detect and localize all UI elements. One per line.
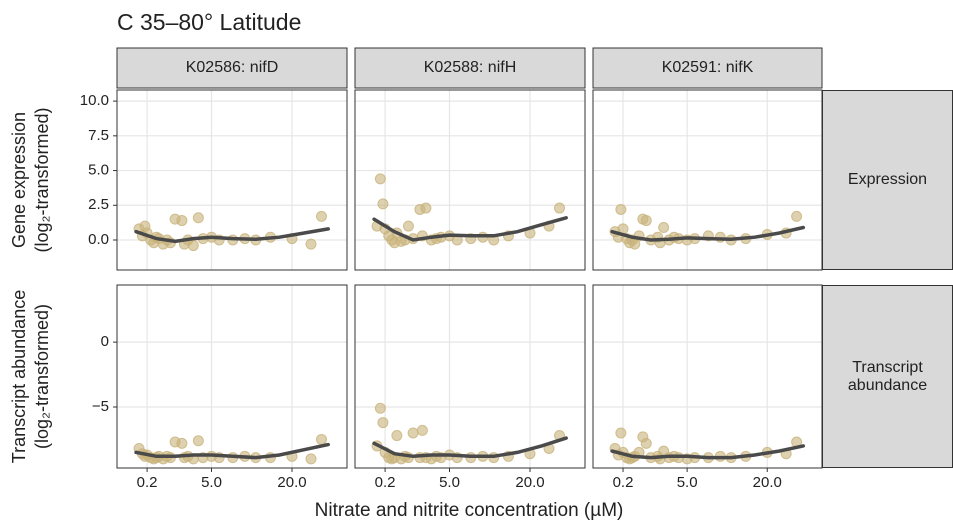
x-tick-label: 20.0 <box>515 474 544 491</box>
data-point <box>192 435 204 447</box>
data-point <box>374 173 386 185</box>
panel <box>593 285 822 468</box>
y-tick-label: 0 <box>101 333 109 350</box>
panel <box>355 285 585 468</box>
y-axis-label: Gene expression <box>9 112 29 248</box>
data-point <box>176 215 188 227</box>
data-point <box>305 238 317 250</box>
panel-background <box>593 285 822 468</box>
x-tick-label: 0.2 <box>613 474 634 491</box>
fit-line <box>134 227 330 244</box>
data-point <box>640 437 652 449</box>
data-point <box>377 417 389 429</box>
data-point <box>192 212 204 224</box>
data-point <box>553 202 565 214</box>
x-tick-label: 5.0 <box>439 474 460 491</box>
panel <box>593 90 822 270</box>
column-strip <box>592 47 823 89</box>
data-point <box>377 198 389 210</box>
data-point <box>305 453 317 465</box>
column-strip-label: K02586: nifD <box>186 59 279 76</box>
data-point <box>416 424 428 436</box>
data-point <box>315 433 327 445</box>
x-tick-label: 20.0 <box>753 474 782 491</box>
data-point <box>640 215 652 227</box>
column-strip-label: K02588: nifH <box>424 59 517 76</box>
panel <box>117 90 347 270</box>
data-point <box>187 240 199 252</box>
y-axis-label: Transcript abundance <box>9 290 29 463</box>
panel-background <box>355 285 585 468</box>
data-point <box>791 210 803 222</box>
data-point <box>420 202 432 214</box>
panel-border <box>354 284 586 469</box>
fit-line <box>610 225 806 242</box>
fit-line <box>372 216 568 242</box>
panel-border <box>354 89 586 271</box>
data-point <box>407 427 419 439</box>
y-tick-label: 10.0 <box>80 92 109 109</box>
panel-border <box>116 284 348 469</box>
y-axis-label: (log₂-transformed) <box>32 304 52 449</box>
y-tick-label: 7.5 <box>88 127 109 144</box>
x-tick-label: 0.2 <box>137 474 158 491</box>
x-tick-label: 5.0 <box>201 474 222 491</box>
data-point <box>658 222 670 233</box>
data-point <box>615 427 627 439</box>
data-point <box>391 430 403 442</box>
panel <box>355 90 585 270</box>
fit-line <box>610 444 806 460</box>
column-strip-label: K02591: nifK <box>662 59 754 76</box>
chart-title: C 35–80° Latitude <box>117 9 301 35</box>
panel-border <box>116 89 348 271</box>
y-tick-label: 2.5 <box>88 196 109 213</box>
x-axis-label: Nitrate and nitrite concentration (µM) <box>315 500 624 521</box>
x-tick-label: 0.2 <box>375 474 396 491</box>
panel <box>117 285 347 468</box>
row-strip-label: Expression <box>822 90 953 270</box>
column-strip <box>116 47 348 89</box>
column-strip <box>354 47 586 89</box>
panel-background <box>117 285 347 468</box>
x-tick-label: 5.0 <box>677 474 698 491</box>
data-point <box>315 210 327 222</box>
data-point <box>402 220 414 232</box>
data-point <box>176 437 188 449</box>
y-tick-label: 5.0 <box>88 162 109 179</box>
y-tick-label: −5 <box>92 398 109 415</box>
x-tick-label: 20.0 <box>277 474 306 491</box>
y-tick-label: 0.0 <box>88 231 109 248</box>
fit-line <box>372 436 568 459</box>
data-point <box>615 203 627 215</box>
data-point <box>374 402 386 414</box>
fit-line <box>134 442 330 460</box>
row-strip-label: Transcript abundance <box>822 285 953 468</box>
y-axis-label: (log₂-transformed) <box>32 107 52 252</box>
